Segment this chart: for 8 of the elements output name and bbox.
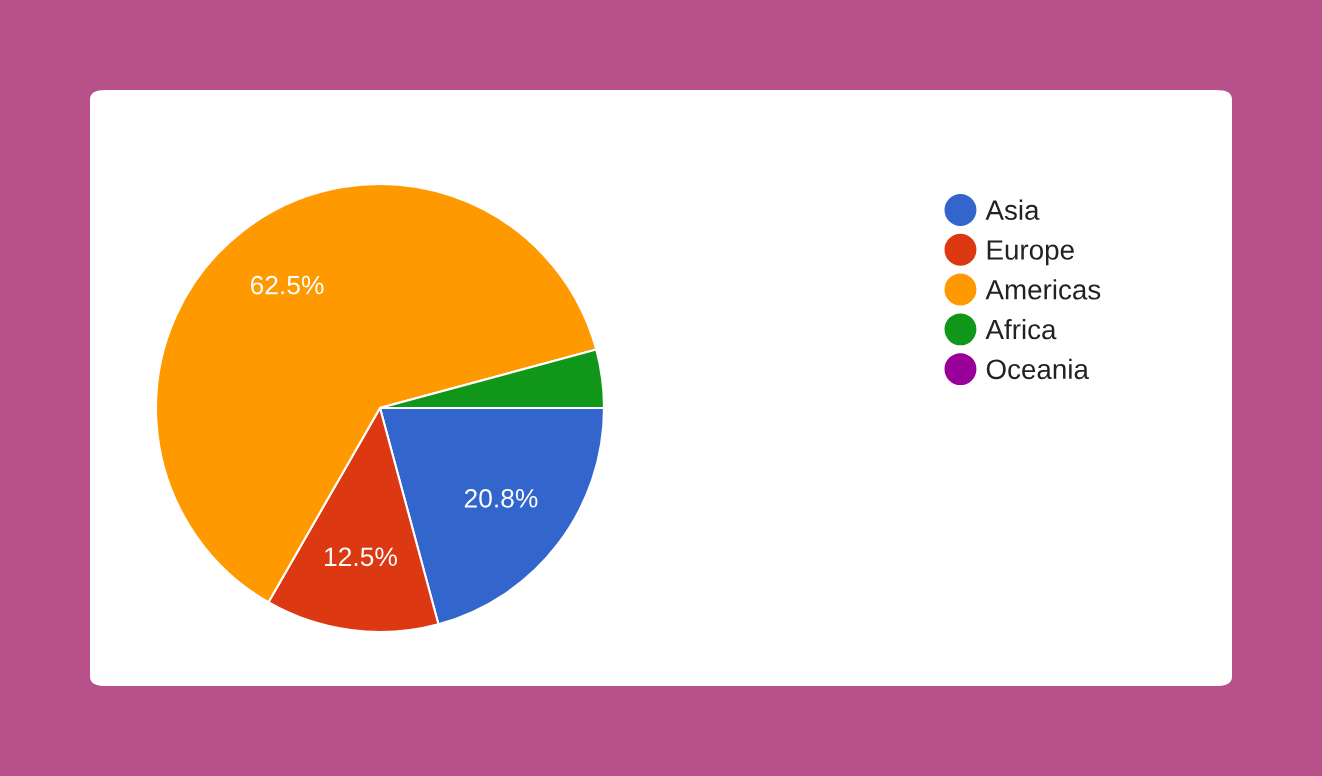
legend-label: Africa bbox=[985, 318, 1057, 340]
legend-label: Europe bbox=[987, 240, 1074, 266]
data-label: 62.5% bbox=[250, 275, 324, 295]
legend-label: Americas bbox=[985, 279, 1101, 300]
legend-label: Oceania bbox=[986, 358, 1089, 380]
legend-label: Asia bbox=[985, 199, 1040, 220]
data-label: 20.8% bbox=[464, 489, 538, 508]
data-label: 12.5% bbox=[325, 547, 397, 567]
